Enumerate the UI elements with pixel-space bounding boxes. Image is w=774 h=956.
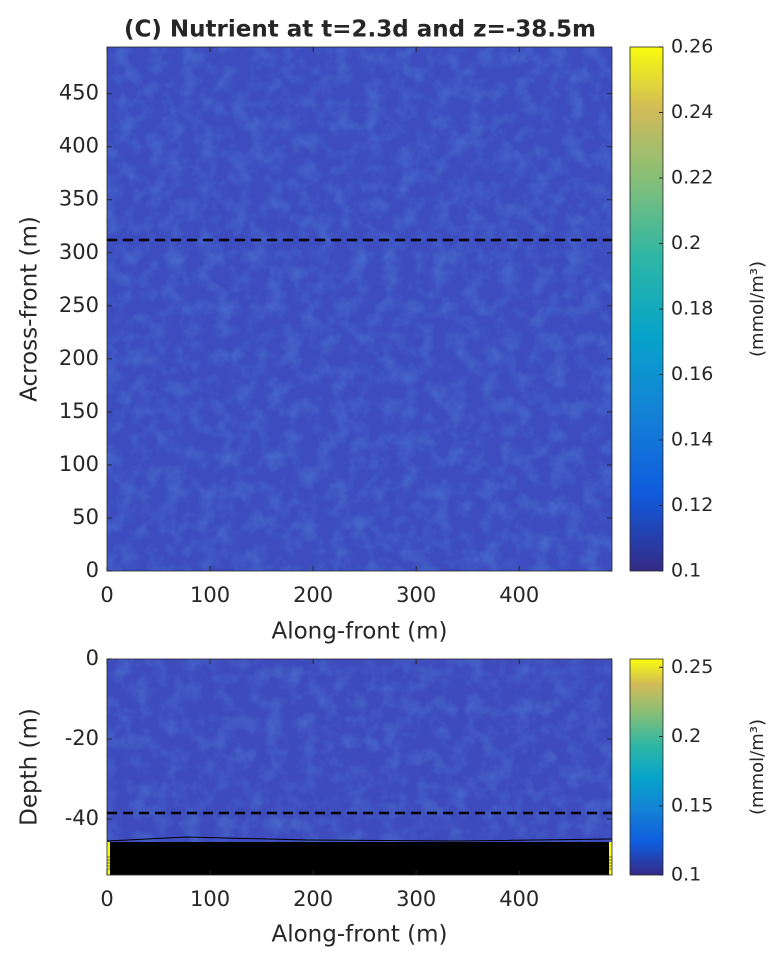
y-tick-label: 100	[59, 452, 99, 476]
colorbar-tick-label: 0.26	[671, 36, 713, 58]
plot-frame	[106, 658, 613, 876]
colorbar-tick-label: 0.14	[671, 429, 713, 451]
colorbar-tick-label: 0.16	[671, 363, 713, 385]
colorbar-tick-label: 0.1	[671, 560, 701, 582]
x-tick-label: 400	[499, 887, 539, 911]
plot-frame	[106, 46, 613, 572]
x-tick-label: 300	[396, 583, 436, 607]
y-tick-label: 150	[59, 399, 99, 423]
y-tick-label: 200	[59, 346, 99, 370]
y-tick-label: 400	[59, 134, 99, 158]
colorbar-tick-label: 0.18	[671, 298, 713, 320]
x-tick-label: 300	[396, 887, 436, 911]
colorbar	[629, 658, 664, 876]
y-tick-label: 450	[59, 81, 99, 105]
colorbar-tick-label: 0.22	[671, 167, 713, 189]
colorbar-tick-label: 0.24	[671, 101, 713, 123]
heatmap-texture	[107, 47, 612, 571]
colorbar-label: (mmol/m³)	[747, 719, 768, 815]
colorbar-tick-label: 0.2	[671, 232, 701, 254]
colorbar	[629, 46, 664, 572]
y-tick-label: -40	[65, 806, 99, 830]
x-tick-label: 400	[499, 583, 539, 607]
y-axis-label: Across-front (m)	[17, 216, 43, 402]
x-tick-label: 0	[100, 583, 113, 607]
y-tick-label: 50	[72, 505, 99, 529]
x-axis-label: Along-front (m)	[271, 619, 447, 645]
bottom-edge	[609, 842, 612, 875]
x-tick-label: 0	[100, 887, 113, 911]
x-axis-label: Along-front (m)	[271, 922, 447, 948]
colorbar-tick-label: 0.1	[671, 864, 701, 886]
colorbar-tick-label: 0.12	[671, 494, 713, 516]
x-tick-label: 100	[190, 583, 230, 607]
heatmap-texture	[107, 659, 612, 875]
x-tick-label: 100	[190, 887, 230, 911]
x-tick-label: 200	[293, 887, 333, 911]
y-tick-label: 0	[86, 646, 99, 670]
colorbar-label: (mmol/m³)	[747, 261, 768, 357]
y-tick-label: 250	[59, 293, 99, 317]
colorbar-tick-label: 0.2	[671, 725, 701, 747]
chart-title: (C) Nutrient at t=2.3d and z=-38.5m	[124, 17, 596, 43]
x-tick-label: 200	[293, 583, 333, 607]
y-tick-label: -20	[65, 726, 99, 750]
y-tick-label: 0	[86, 558, 99, 582]
bottom-layer	[107, 842, 612, 875]
y-axis-label: Depth (m)	[17, 708, 43, 826]
colorbar-tick-label: 0.25	[671, 656, 713, 678]
bottom-edge	[107, 842, 110, 875]
y-tick-label: 300	[59, 240, 99, 264]
colorbar-tick-label: 0.15	[671, 794, 713, 816]
y-tick-label: 350	[59, 187, 99, 211]
contour	[106, 836, 613, 842]
